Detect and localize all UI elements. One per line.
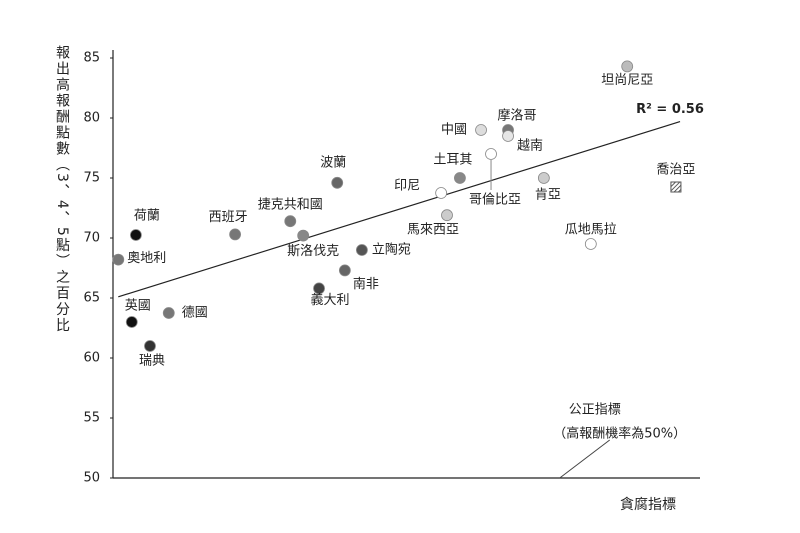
point [129, 229, 142, 241]
trendline [118, 121, 681, 298]
point-label: 肯亞 [535, 188, 561, 203]
point-label: 中國 [441, 123, 467, 138]
annotation-text: （高報酬機率為50%） [553, 426, 686, 442]
point [584, 238, 597, 250]
point-label: 斯洛伐克 [287, 244, 339, 259]
point-label: 越南 [517, 138, 543, 154]
y-axis-label: 報出高報酬點數（3、4、5點）之百分比 [54, 45, 70, 334]
point [313, 282, 325, 295]
point-label: 德國 [182, 306, 208, 321]
point [331, 176, 344, 189]
point-label: 西班牙 [209, 210, 248, 225]
point [475, 124, 487, 136]
x-axis-label: 貪腐指標 [620, 496, 676, 513]
annotation-text: 公正指標 [569, 403, 621, 418]
point-label: 義大利 [311, 292, 350, 308]
point-label: 瓜地馬拉 [565, 223, 617, 238]
annotation-pointer [559, 439, 611, 479]
point [670, 181, 682, 193]
y-tick-label: 80 [83, 111, 100, 126]
point-label: 哥倫比亞 [469, 193, 521, 208]
y-tick-label: 50 [83, 471, 100, 486]
r-squared: R² = 0.56 [636, 102, 704, 117]
point [621, 60, 634, 73]
point [435, 187, 448, 199]
y-tick-label: 65 [83, 291, 100, 306]
y-tick-label: 85 [83, 51, 100, 66]
point-label: 坦尚尼亞 [601, 73, 653, 88]
point [112, 253, 125, 266]
point [338, 264, 351, 277]
point [355, 244, 368, 256]
point-label: 荷蘭 [134, 208, 160, 224]
y-tick-label: 75 [83, 171, 100, 186]
point-label: 瑞典 [139, 354, 165, 369]
point-label: 馬來西亞 [407, 223, 459, 238]
point [144, 340, 156, 352]
point [454, 172, 466, 184]
point [162, 307, 175, 319]
point [229, 228, 241, 241]
point [441, 209, 453, 222]
point-label: 英國 [125, 299, 151, 314]
point [297, 229, 310, 242]
y-tick-label: 70 [83, 231, 100, 246]
point [537, 172, 550, 184]
point [284, 215, 297, 228]
point-label: 喬治亞 [656, 162, 695, 178]
point-label: 波蘭 [320, 154, 346, 170]
point-label: 土耳其 [433, 153, 472, 168]
point-label: 南非 [353, 276, 379, 292]
point [125, 316, 138, 328]
point-label: 印尼 [394, 179, 420, 194]
y-tick-label: 60 [83, 351, 100, 366]
point-label: 立陶宛 [372, 242, 411, 258]
point-label: 摩洛哥 [498, 108, 537, 124]
point [502, 130, 514, 142]
y-tick-label: 55 [83, 411, 100, 426]
point [485, 148, 497, 160]
point-label: 奧地利 [127, 251, 166, 266]
point-label: 捷克共和國 [258, 198, 323, 213]
